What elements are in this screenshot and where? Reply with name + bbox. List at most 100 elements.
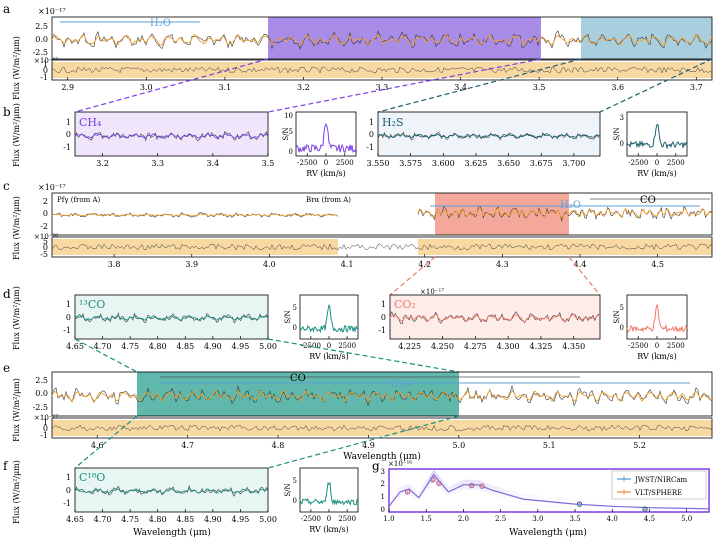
xtick-label: 2500 <box>667 342 685 350</box>
ytick-d3-2: 0 <box>381 313 386 322</box>
xtick-label: 3.2 <box>297 83 310 92</box>
xtick-label: 3.0 <box>532 515 543 523</box>
highlight-ch4-region <box>268 17 541 59</box>
h2o-label-a: H₂O <box>150 18 171 29</box>
xtick-label: 2.0 <box>458 515 469 523</box>
ytick-sn-d1-2: 0 <box>293 324 297 332</box>
ytick-c-r3: -5 <box>40 250 48 259</box>
sed-model-curve <box>388 473 710 510</box>
ytick-b3-3: -1 <box>366 143 374 152</box>
scale-label-e-resid: ×10⁻¹⁷ <box>34 414 58 422</box>
xtick-label: 3.625 <box>464 159 487 168</box>
ytick-d1-3: -1 <box>63 326 71 335</box>
ytick-b3-2: 0 <box>369 130 374 139</box>
xtick-label: 3.8 <box>108 260 121 269</box>
sed-points: +++++ + + <box>404 476 649 515</box>
ytick-g-3: 1 <box>381 493 385 501</box>
xtick-label: 4.6 <box>91 441 104 450</box>
h2o-label-e: H₂O <box>390 379 411 390</box>
panel-e: e Flux (W/m²/μm) CO H₂O 2.5 0.0 -2.5 ×10… <box>3 361 713 462</box>
connector-e-f-1 <box>74 415 138 469</box>
model-13co <box>74 315 269 321</box>
sed-point-ring <box>436 480 442 486</box>
ytick-sn-b1-1: 10 <box>284 112 293 120</box>
ytick-sn-b2-1: 3 <box>620 114 624 122</box>
ytick-d3-3: -1 <box>378 326 386 335</box>
panel-c: c ×10⁻¹⁷ Flux (W/m²/μm) Pfγ (from A) Brα… <box>3 179 713 269</box>
xticks-c18o: 4.65 4.70 4.75 4.80 4.85 4.90 4.95 5.00 <box>66 509 277 524</box>
ytick-g-4: 0 <box>381 506 385 514</box>
co-label-e: CO <box>290 373 306 384</box>
xticks-e: 4.6 4.7 4.8 4.9 5.0 5.1 5.2 <box>91 435 646 450</box>
ytick-b1-3: -1 <box>63 143 71 152</box>
xtick-label: 4.0 <box>607 515 618 523</box>
ytick-sn-f-2: 0 <box>293 497 297 505</box>
xticks-13co: 4.65 4.70 4.75 4.80 4.85 4.90 4.95 5.00 <box>66 336 277 351</box>
xtick-label: 4.70 <box>94 515 112 524</box>
panel-letter-f: f <box>3 459 9 473</box>
xtick-label: 4.75 <box>121 342 139 351</box>
ytick-a-2: 0.0 <box>35 35 48 44</box>
ytick-g-1: 3 <box>381 468 385 476</box>
xtick-label: 4.95 <box>232 515 250 524</box>
xtick-label: 0 <box>655 159 659 167</box>
sn-c18o-curve <box>299 481 359 507</box>
xlabel-rv-b1: RV (km/s) <box>306 169 346 178</box>
plot-frame-e-main <box>51 371 713 417</box>
xtick-label: 3.6 <box>611 83 624 92</box>
xtick-label: 0 <box>324 159 328 167</box>
sed-point-ring <box>405 489 411 495</box>
model-e <box>51 389 713 403</box>
xticks-a: 2.9 3.0 3.1 3.2 3.3 3.4 3.5 3.6 3.7 <box>61 77 703 92</box>
xtick-label: 5.2 <box>633 441 646 450</box>
h2s-label: H₂S <box>382 116 404 129</box>
h2o-label-c: H₂O <box>560 200 581 211</box>
ytick-e-r2: 0 <box>43 424 48 433</box>
residual-band-c-right <box>418 239 712 255</box>
ch4-label: CH₄ <box>79 116 102 129</box>
xtick-label: 4.90 <box>204 342 222 351</box>
sn-co2-curve <box>626 304 688 333</box>
ytick-b3-1: 1 <box>369 118 374 127</box>
c18o-panel-fill <box>74 467 269 513</box>
ylabel-flux-c: Flux (W/m²/μm) <box>12 196 21 260</box>
panel-b: b Flux (W/m²/μm) CH₄ 1 0 -1 3.2 3.3 3.4 3.5… <box>3 103 688 178</box>
xlabel-rv-b2: RV (km/s) <box>637 169 677 178</box>
ytick-e-1: 2.5 <box>35 376 48 385</box>
xtick-label: 2500 <box>338 342 356 350</box>
xtick-label: 3.600 <box>432 159 455 168</box>
sed-point-marker: + <box>478 482 486 492</box>
xlabel-rv-f: RV (km/s) <box>309 525 349 534</box>
residual-e <box>51 424 713 432</box>
sed-point-marker: + <box>404 488 412 498</box>
connector-e-f-2 <box>267 415 460 469</box>
legend-marker-sphere: + <box>620 488 628 498</box>
annotation-pfgamma: Pfγ (from A) <box>57 196 101 204</box>
ytick-d3-1: 1 <box>381 300 386 309</box>
xtick-label: 2500 <box>667 159 685 167</box>
model-a <box>51 33 713 47</box>
xtick-label: 3.1 <box>218 83 231 92</box>
connector-a-b-2 <box>267 58 542 113</box>
xtick-label: 4.80 <box>149 342 167 351</box>
sed-point-ring <box>430 477 436 483</box>
model-c-right <box>417 207 713 219</box>
ytick-b1-2: 0 <box>66 130 71 139</box>
residual-band-e <box>52 420 712 436</box>
xtick-label: 3.5 <box>569 515 580 523</box>
ytick-d1-2: 0 <box>66 313 71 322</box>
xtick-label: 4.7 <box>181 441 194 450</box>
co-label-c: CO <box>640 195 656 206</box>
xticks-sn-ch4: -2500 0 2500 <box>297 153 354 167</box>
ytick-e-2: 0.0 <box>35 389 48 398</box>
xtick-label: 3.675 <box>530 159 553 168</box>
sed-point-ring <box>469 482 475 489</box>
xlabel-wavelength-g: Wavelength (μm) <box>509 527 587 538</box>
ytick-a-r1: 1 <box>43 60 48 69</box>
sn-label-f: S/N <box>284 483 292 496</box>
xlabel-rv-d2: RV (km/s) <box>637 352 677 361</box>
ytick-b1-1: 1 <box>66 118 71 127</box>
xtick-label: 2.5 <box>495 515 506 523</box>
connector-c-d-1 <box>389 256 436 296</box>
xticks-c: 3.8 3.9 4.0 4.1 4.2 4.3 4.4 4.5 <box>108 254 664 269</box>
